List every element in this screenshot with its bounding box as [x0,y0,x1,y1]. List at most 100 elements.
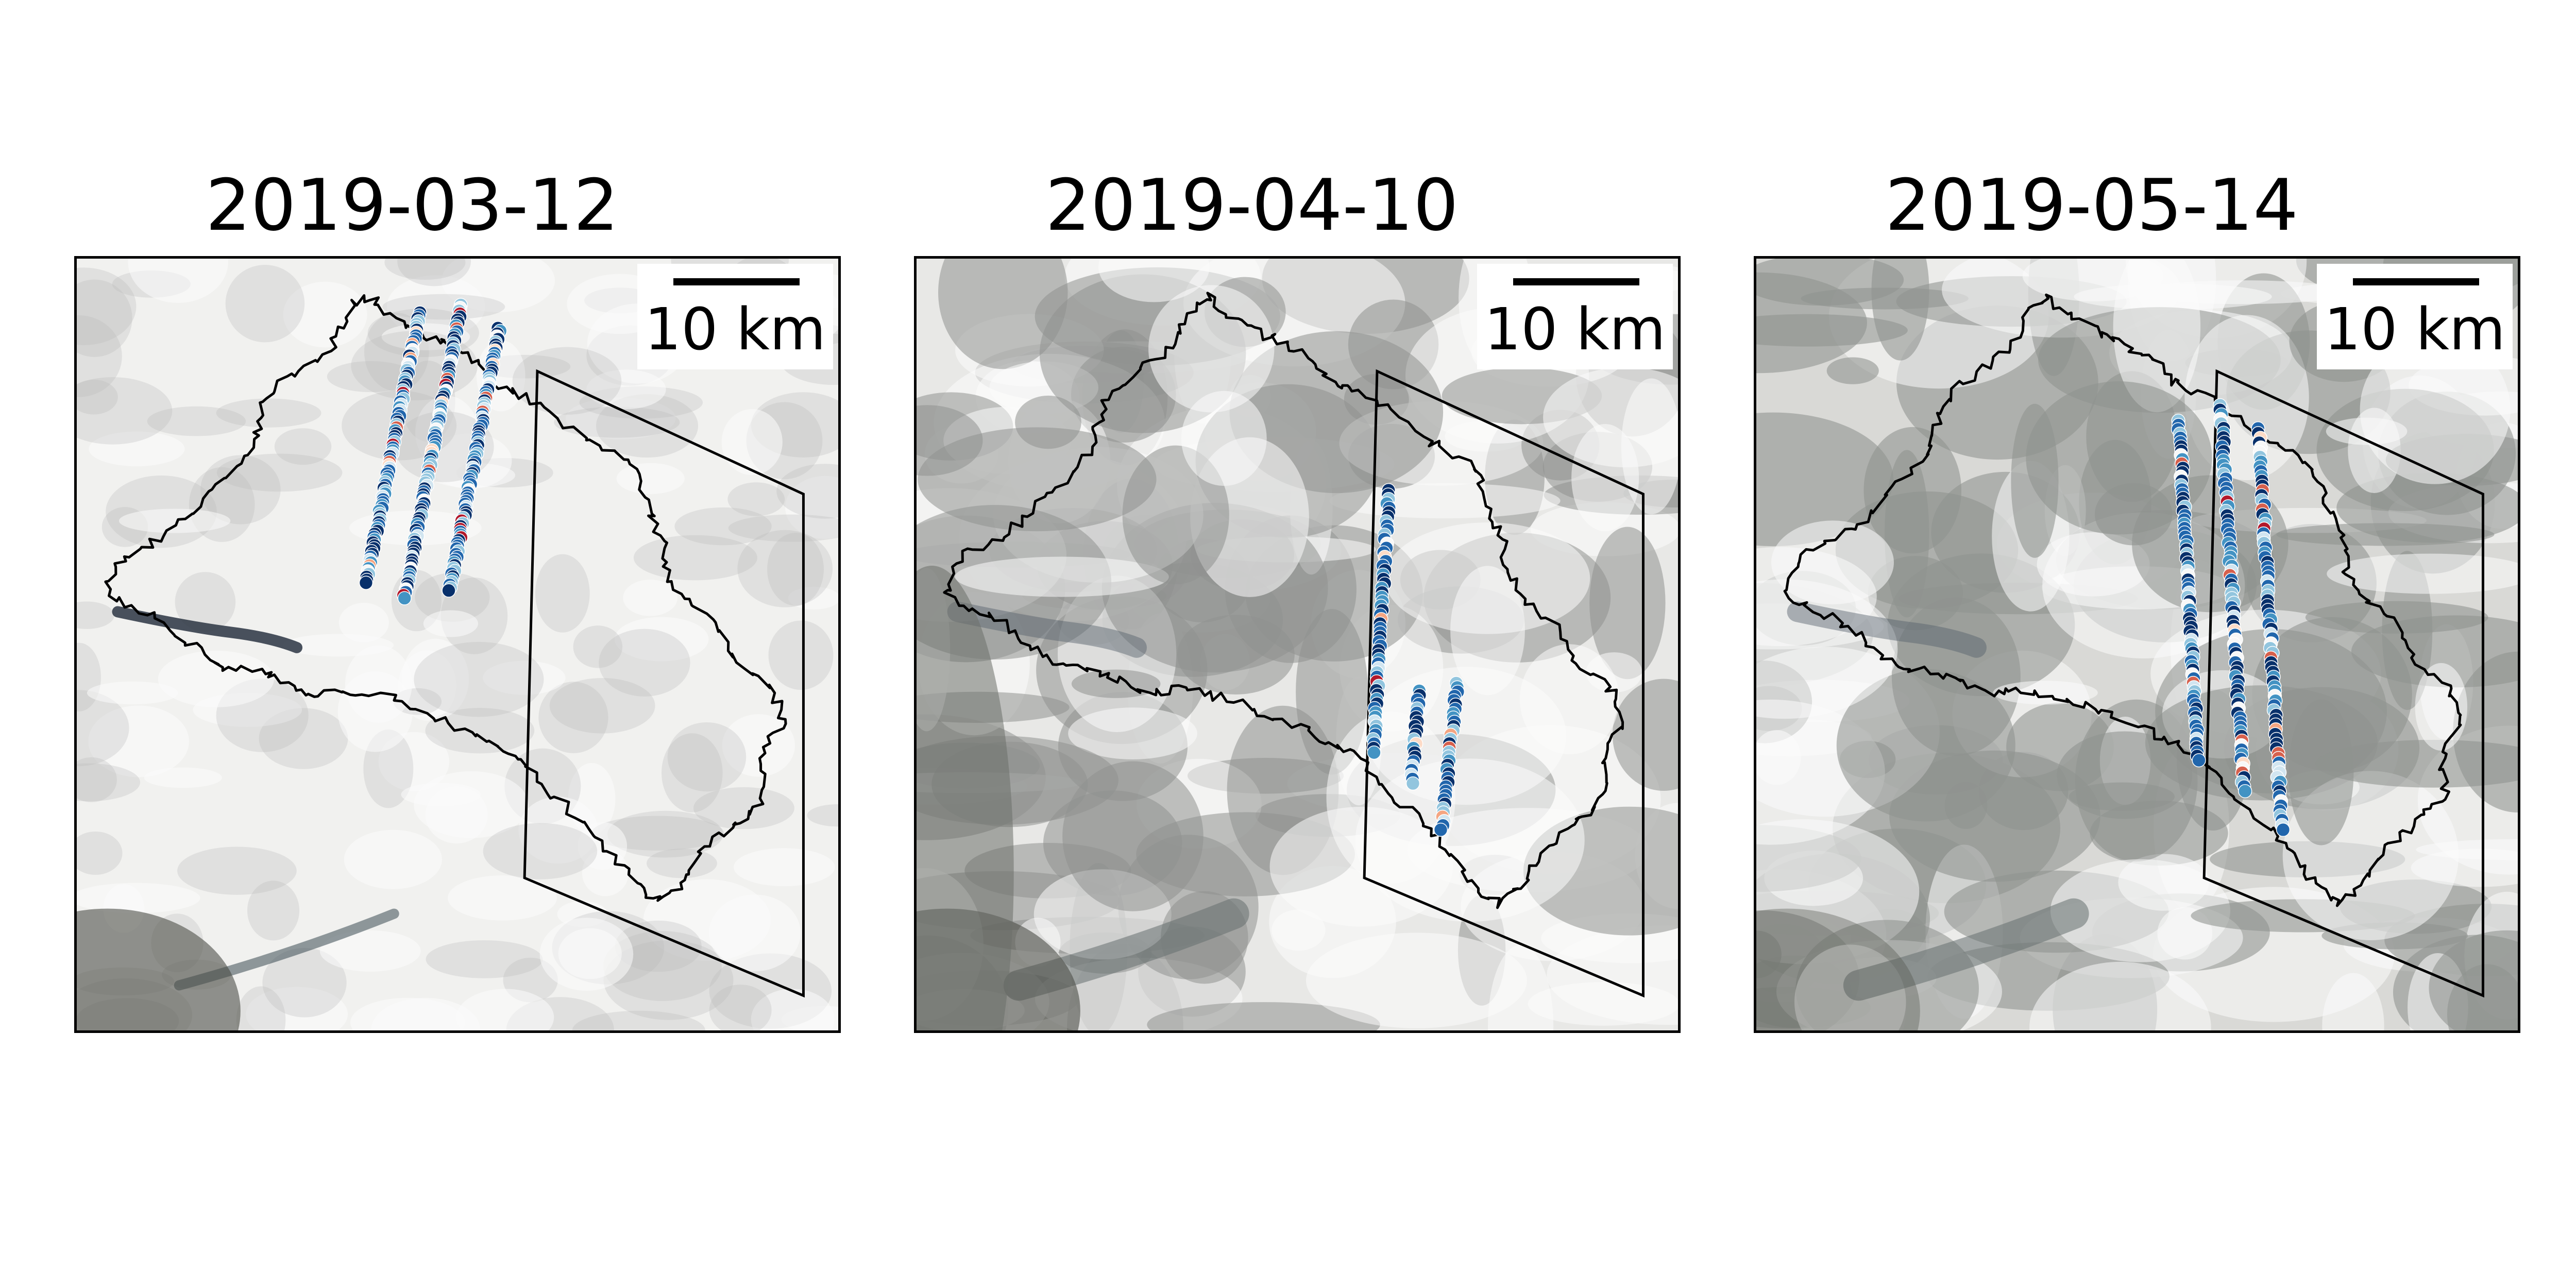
imagery-patch [554,406,680,438]
imagery-patch [262,947,347,1018]
river-valley [1787,601,1987,658]
scale-bar: 10 km [637,264,833,369]
imagery-patch [1181,391,1267,486]
imagery-patch [1098,259,1210,302]
imagery-patch [319,930,421,972]
altimetry-point [1367,745,1381,760]
imagery-patch [662,733,723,812]
imagery-patch [448,875,557,921]
altimetry-track [2171,413,2206,768]
imagery-patch [200,455,281,524]
imagery-patch [87,681,178,705]
panel-title: 2019-03-12 [206,164,619,247]
altimetry-point [397,591,412,605]
imagery-patch [768,620,834,690]
imagery-patch [1543,367,1678,468]
imagery-patch [77,757,117,803]
basin-outline [104,294,787,902]
imagery-patch [147,406,246,436]
imagery-patch [1071,669,1161,698]
imagery-patch [938,259,1068,369]
imagery-patch [77,831,123,875]
imagery-patch [2305,601,2488,634]
imagery-patch [77,315,122,397]
imagery-patch [118,509,231,533]
imagery-patch [2113,259,2201,413]
imagery-patch [2415,663,2468,751]
imagery-patch [2429,930,2518,1030]
altimetry-track [442,321,507,598]
imagery-patch [1366,667,1567,805]
scale-bar-label: 10 km [2324,296,2506,363]
altimetry-track [359,306,427,590]
imagery-patch [2026,381,2212,535]
imagery-patch [283,281,367,348]
imagery-patch [674,507,772,546]
altimetry-point [1433,822,1448,837]
imagery-patch [1122,445,1229,585]
imagery-patch [1068,707,1197,760]
altimetry-track [2251,421,2291,837]
imagery-patch [572,1010,705,1030]
imagery-patch [397,259,471,286]
imagery-patch [615,920,702,972]
map-panel-3: 2019-05-14 10 km [1680,0,2520,1288]
altimetry-point [1405,776,1420,791]
imagery-patch [246,987,348,1030]
imagery-patch [77,379,118,415]
imagery-patch [77,763,141,802]
imagery-patch [327,361,415,393]
imagery-patch [2289,699,2354,845]
imagery-patch [586,369,666,410]
imagery-patch [401,638,469,720]
imagery-patch [733,848,835,887]
basin-outline [943,292,1624,909]
scale-bar: 10 km [2317,264,2513,369]
imagery-patch [709,894,801,972]
imagery-patch [1147,1002,1380,1030]
terrain-imagery [77,259,838,1030]
map-frame: 10 km [74,256,841,1033]
scale-bar: 10 km [1477,264,1673,369]
imagery-patch [728,514,838,542]
imagery-patch [344,829,443,889]
imagery-patch [338,603,389,642]
imagery-patch [128,259,228,303]
imagery-dark-band [917,566,1014,1030]
terrain-imagery [917,259,1678,1030]
scale-bar-label: 10 km [644,296,826,363]
imagery-patch [247,880,300,941]
imagery-patch [1756,730,1801,785]
basin-outline [1783,293,2462,907]
map-panel-2: 2019-04-10 10 km [840,0,1681,1288]
imagery-patch [236,986,286,1030]
scale-bar-label: 10 km [1484,296,1666,363]
imagery-patch [709,985,772,1030]
imagery-patch [1306,933,1527,1028]
imagery-patch [2327,553,2518,594]
imagery-patch [426,940,543,978]
imagery-patch [614,617,709,662]
map-canvas [1756,259,2518,1030]
altimetry-point [2192,753,2206,768]
imagery-patch [721,409,783,476]
imagery-patch [382,294,505,320]
imagery-patch [384,259,466,280]
imagery-patch [414,641,544,717]
imagery-patch [423,610,479,637]
imagery-patch [1756,272,1867,374]
altimetry-track [396,298,468,605]
scale-bar-line [1513,278,1639,285]
altimetry-point [2276,822,2291,837]
altimetry-track [1433,676,1465,837]
imagery-patch [158,650,274,707]
imagery-patch [371,997,480,1030]
imagery-patch [1993,681,2098,705]
imagery-patch [807,804,838,827]
imagery-patch [2453,651,2518,812]
swath-footprint [2202,369,2484,998]
swath-footprint [523,369,805,998]
imagery-patch [177,846,297,895]
map-panel-1: 2019-03-12 10 km [0,0,841,1288]
imagery-patch [144,767,222,788]
